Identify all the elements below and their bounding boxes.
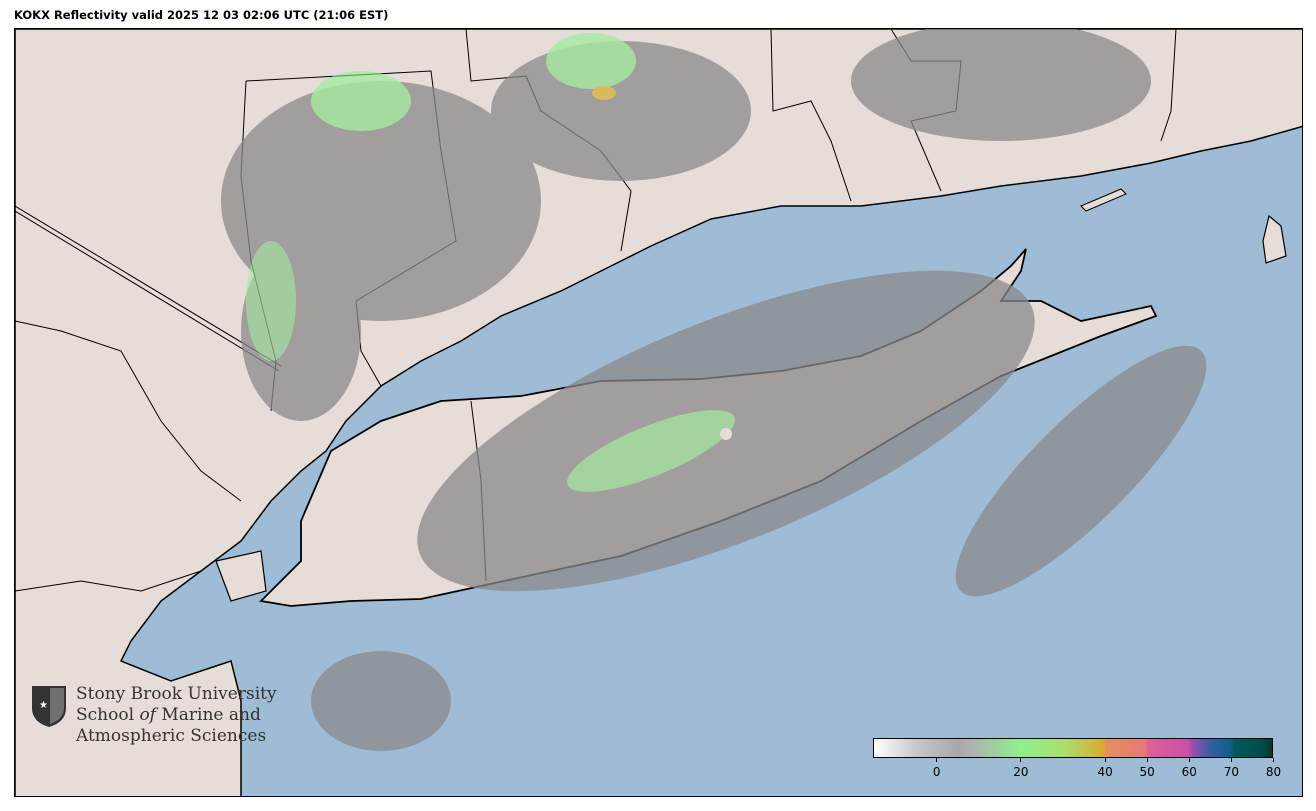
logo-line-1: Stony Brook University xyxy=(76,684,277,704)
colorbar-tick-label: 70 xyxy=(1223,765,1240,779)
colorbar-tick-label: 50 xyxy=(1139,765,1155,779)
colorbar xyxy=(873,738,1273,758)
echo-green xyxy=(546,33,636,89)
logo-line-2a: School xyxy=(76,705,140,725)
colorbar-tick-label: 60 xyxy=(1181,765,1197,779)
colorbar-tick-label: 20 xyxy=(1013,765,1029,779)
echo-gray xyxy=(955,345,1207,597)
echo-green xyxy=(567,410,735,492)
shield-logo-icon: ★ xyxy=(32,686,66,727)
map-title: KOKX Reflectivity valid 2025 12 03 02:06… xyxy=(14,8,389,22)
colorbar-tick xyxy=(1273,758,1274,762)
land-block-island xyxy=(1262,214,1287,264)
logo-line-2b: of xyxy=(139,705,156,725)
svg-text:★: ★ xyxy=(39,700,48,711)
colorbar-tick xyxy=(1230,758,1232,762)
colorbar-tick xyxy=(936,758,938,762)
colorbar-tick xyxy=(1020,758,1022,762)
land-staten-island xyxy=(215,550,267,602)
map-canvas xyxy=(15,29,1302,796)
logo-line-2c: Marine and xyxy=(155,705,261,725)
echo-green xyxy=(246,241,296,361)
colorbar-tick xyxy=(1188,758,1190,762)
echo-gray xyxy=(851,29,1151,141)
radar-map[interactable] xyxy=(14,28,1303,797)
echo-yellow xyxy=(592,86,616,100)
radar-site xyxy=(720,428,732,440)
colorbar-tick xyxy=(1146,758,1148,762)
colorbar-tick-label: 0 xyxy=(932,765,941,779)
colorbar-tick-label: 40 xyxy=(1097,765,1113,779)
colorbar-tick xyxy=(1104,758,1106,762)
sbu-somas-logo: ★ Stony Brook University School of Marin… xyxy=(30,684,277,747)
echo-green xyxy=(311,71,411,131)
logo-line-3: Atmospheric Sciences xyxy=(76,726,267,746)
colorbar-tick-label: 80 xyxy=(1265,765,1282,779)
echo-gray xyxy=(311,651,451,751)
echo-gray xyxy=(241,241,361,421)
land-fishers-island xyxy=(1080,188,1127,212)
